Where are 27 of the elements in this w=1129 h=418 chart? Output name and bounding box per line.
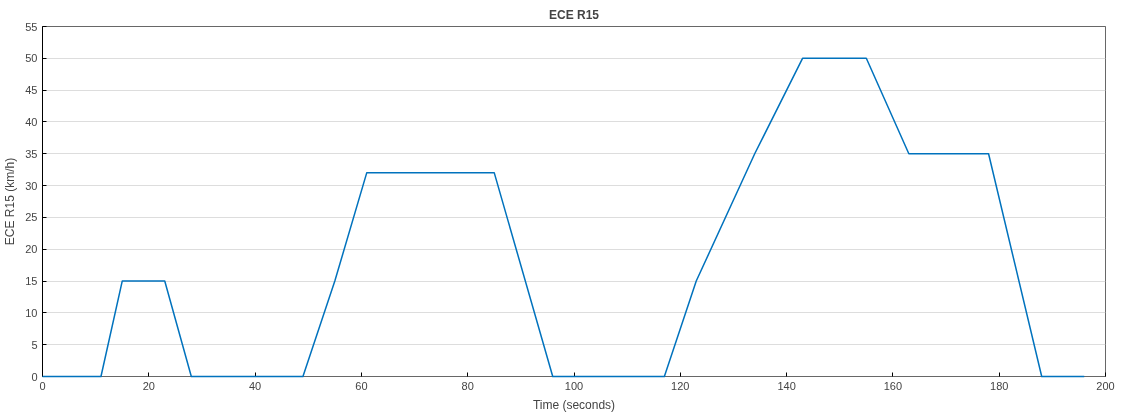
x-tick-label: 100 <box>564 379 584 392</box>
y-tick-label: 55 <box>25 20 38 33</box>
y-tick-label: 10 <box>25 306 38 319</box>
y-tick-label: 40 <box>25 115 38 128</box>
y-tick-label: 20 <box>25 243 38 256</box>
x-axis-title: Time (seconds) <box>532 397 616 412</box>
y-tick-label: 5 <box>31 338 38 351</box>
y-tick-label: 50 <box>25 52 38 65</box>
y-tick-label: 15 <box>25 275 38 288</box>
y-tick-label: 0 <box>31 370 38 383</box>
x-tick-label: 180 <box>990 379 1009 392</box>
y-axis-title: ECE R15 (km/h) <box>3 157 18 246</box>
y-tick-label: 45 <box>25 84 38 97</box>
x-tick-label: 160 <box>883 379 903 392</box>
x-tick-label: 120 <box>671 379 690 392</box>
x-tick-label: 0 <box>39 379 46 392</box>
line-series <box>41 57 1085 378</box>
chart-title: ECE R15 <box>548 7 600 22</box>
y-tick-label: 30 <box>25 179 38 192</box>
x-tick-label: 80 <box>461 379 474 392</box>
x-tick-label: 40 <box>248 379 262 392</box>
y-tick-label: 35 <box>25 147 38 160</box>
x-tick-label: 200 <box>1096 379 1115 392</box>
x-tick-label: 140 <box>777 379 796 392</box>
x-tick-label: 60 <box>355 379 368 392</box>
x-tick-label: 20 <box>142 379 155 392</box>
y-tick-label: 25 <box>25 211 38 224</box>
